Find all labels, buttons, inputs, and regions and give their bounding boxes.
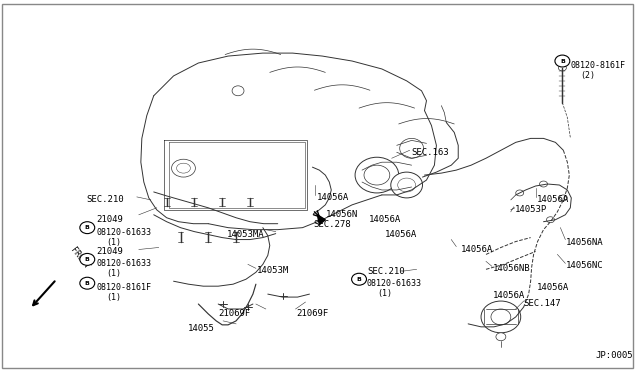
Text: 14056NB: 14056NB	[493, 264, 531, 273]
Text: B: B	[85, 257, 90, 262]
Text: 14056A: 14056A	[385, 230, 417, 239]
Text: (2): (2)	[580, 71, 595, 80]
Ellipse shape	[391, 172, 422, 198]
Text: JP:0005: JP:0005	[595, 351, 633, 360]
Ellipse shape	[351, 273, 367, 285]
Ellipse shape	[355, 157, 399, 193]
Ellipse shape	[80, 222, 95, 234]
Text: B: B	[560, 58, 565, 64]
Ellipse shape	[540, 181, 547, 187]
Text: 14053M: 14053M	[257, 266, 289, 275]
Text: SEC.278: SEC.278	[314, 220, 351, 229]
Ellipse shape	[364, 165, 390, 185]
Text: SEC.210: SEC.210	[367, 267, 404, 276]
Ellipse shape	[80, 277, 95, 289]
Text: 14056NC: 14056NC	[566, 262, 604, 270]
Text: 08120-61633: 08120-61633	[96, 259, 151, 268]
Text: (1): (1)	[106, 293, 121, 302]
Ellipse shape	[491, 309, 511, 325]
Polygon shape	[317, 215, 325, 225]
Ellipse shape	[555, 55, 570, 67]
Ellipse shape	[172, 159, 195, 177]
Text: 14053P: 14053P	[515, 205, 547, 214]
Text: FRONT: FRONT	[68, 246, 91, 271]
Text: 21069F: 21069F	[296, 309, 329, 318]
Text: 14056N: 14056N	[326, 210, 358, 219]
Text: 14055: 14055	[188, 324, 214, 333]
Text: 08120-8161F: 08120-8161F	[570, 61, 625, 70]
Ellipse shape	[516, 190, 524, 196]
Text: SEC.163: SEC.163	[412, 148, 449, 157]
Text: B: B	[85, 225, 90, 230]
Text: (1): (1)	[377, 289, 392, 298]
Text: B: B	[356, 277, 362, 282]
Text: (1): (1)	[106, 269, 121, 278]
Text: 21049: 21049	[96, 247, 123, 256]
Ellipse shape	[496, 333, 506, 341]
Text: 14056A: 14056A	[536, 195, 569, 204]
Text: 14056A: 14056A	[369, 215, 401, 224]
Ellipse shape	[481, 301, 521, 333]
Text: 08120-61633: 08120-61633	[367, 279, 422, 288]
Ellipse shape	[400, 138, 424, 158]
Text: 14056A: 14056A	[316, 193, 349, 202]
Text: SEC.210: SEC.210	[86, 195, 124, 204]
Ellipse shape	[177, 163, 191, 173]
Ellipse shape	[232, 86, 244, 96]
Ellipse shape	[80, 253, 95, 265]
Text: (1): (1)	[106, 238, 121, 247]
Ellipse shape	[559, 65, 566, 71]
Text: B: B	[85, 281, 90, 286]
Text: SEC.147: SEC.147	[524, 299, 561, 308]
Text: 14056NA: 14056NA	[566, 238, 604, 247]
Ellipse shape	[397, 178, 415, 192]
Text: 21069F: 21069F	[218, 309, 250, 318]
Text: 14053MA: 14053MA	[227, 230, 265, 239]
Text: 14056A: 14056A	[461, 244, 493, 254]
Text: 14056A: 14056A	[493, 291, 525, 300]
Text: 08120-8161F: 08120-8161F	[96, 283, 151, 292]
Ellipse shape	[547, 217, 554, 223]
Text: 14056A: 14056A	[536, 283, 569, 292]
Text: 21049: 21049	[96, 215, 123, 224]
Text: 08120-61633: 08120-61633	[96, 228, 151, 237]
Ellipse shape	[559, 195, 567, 201]
